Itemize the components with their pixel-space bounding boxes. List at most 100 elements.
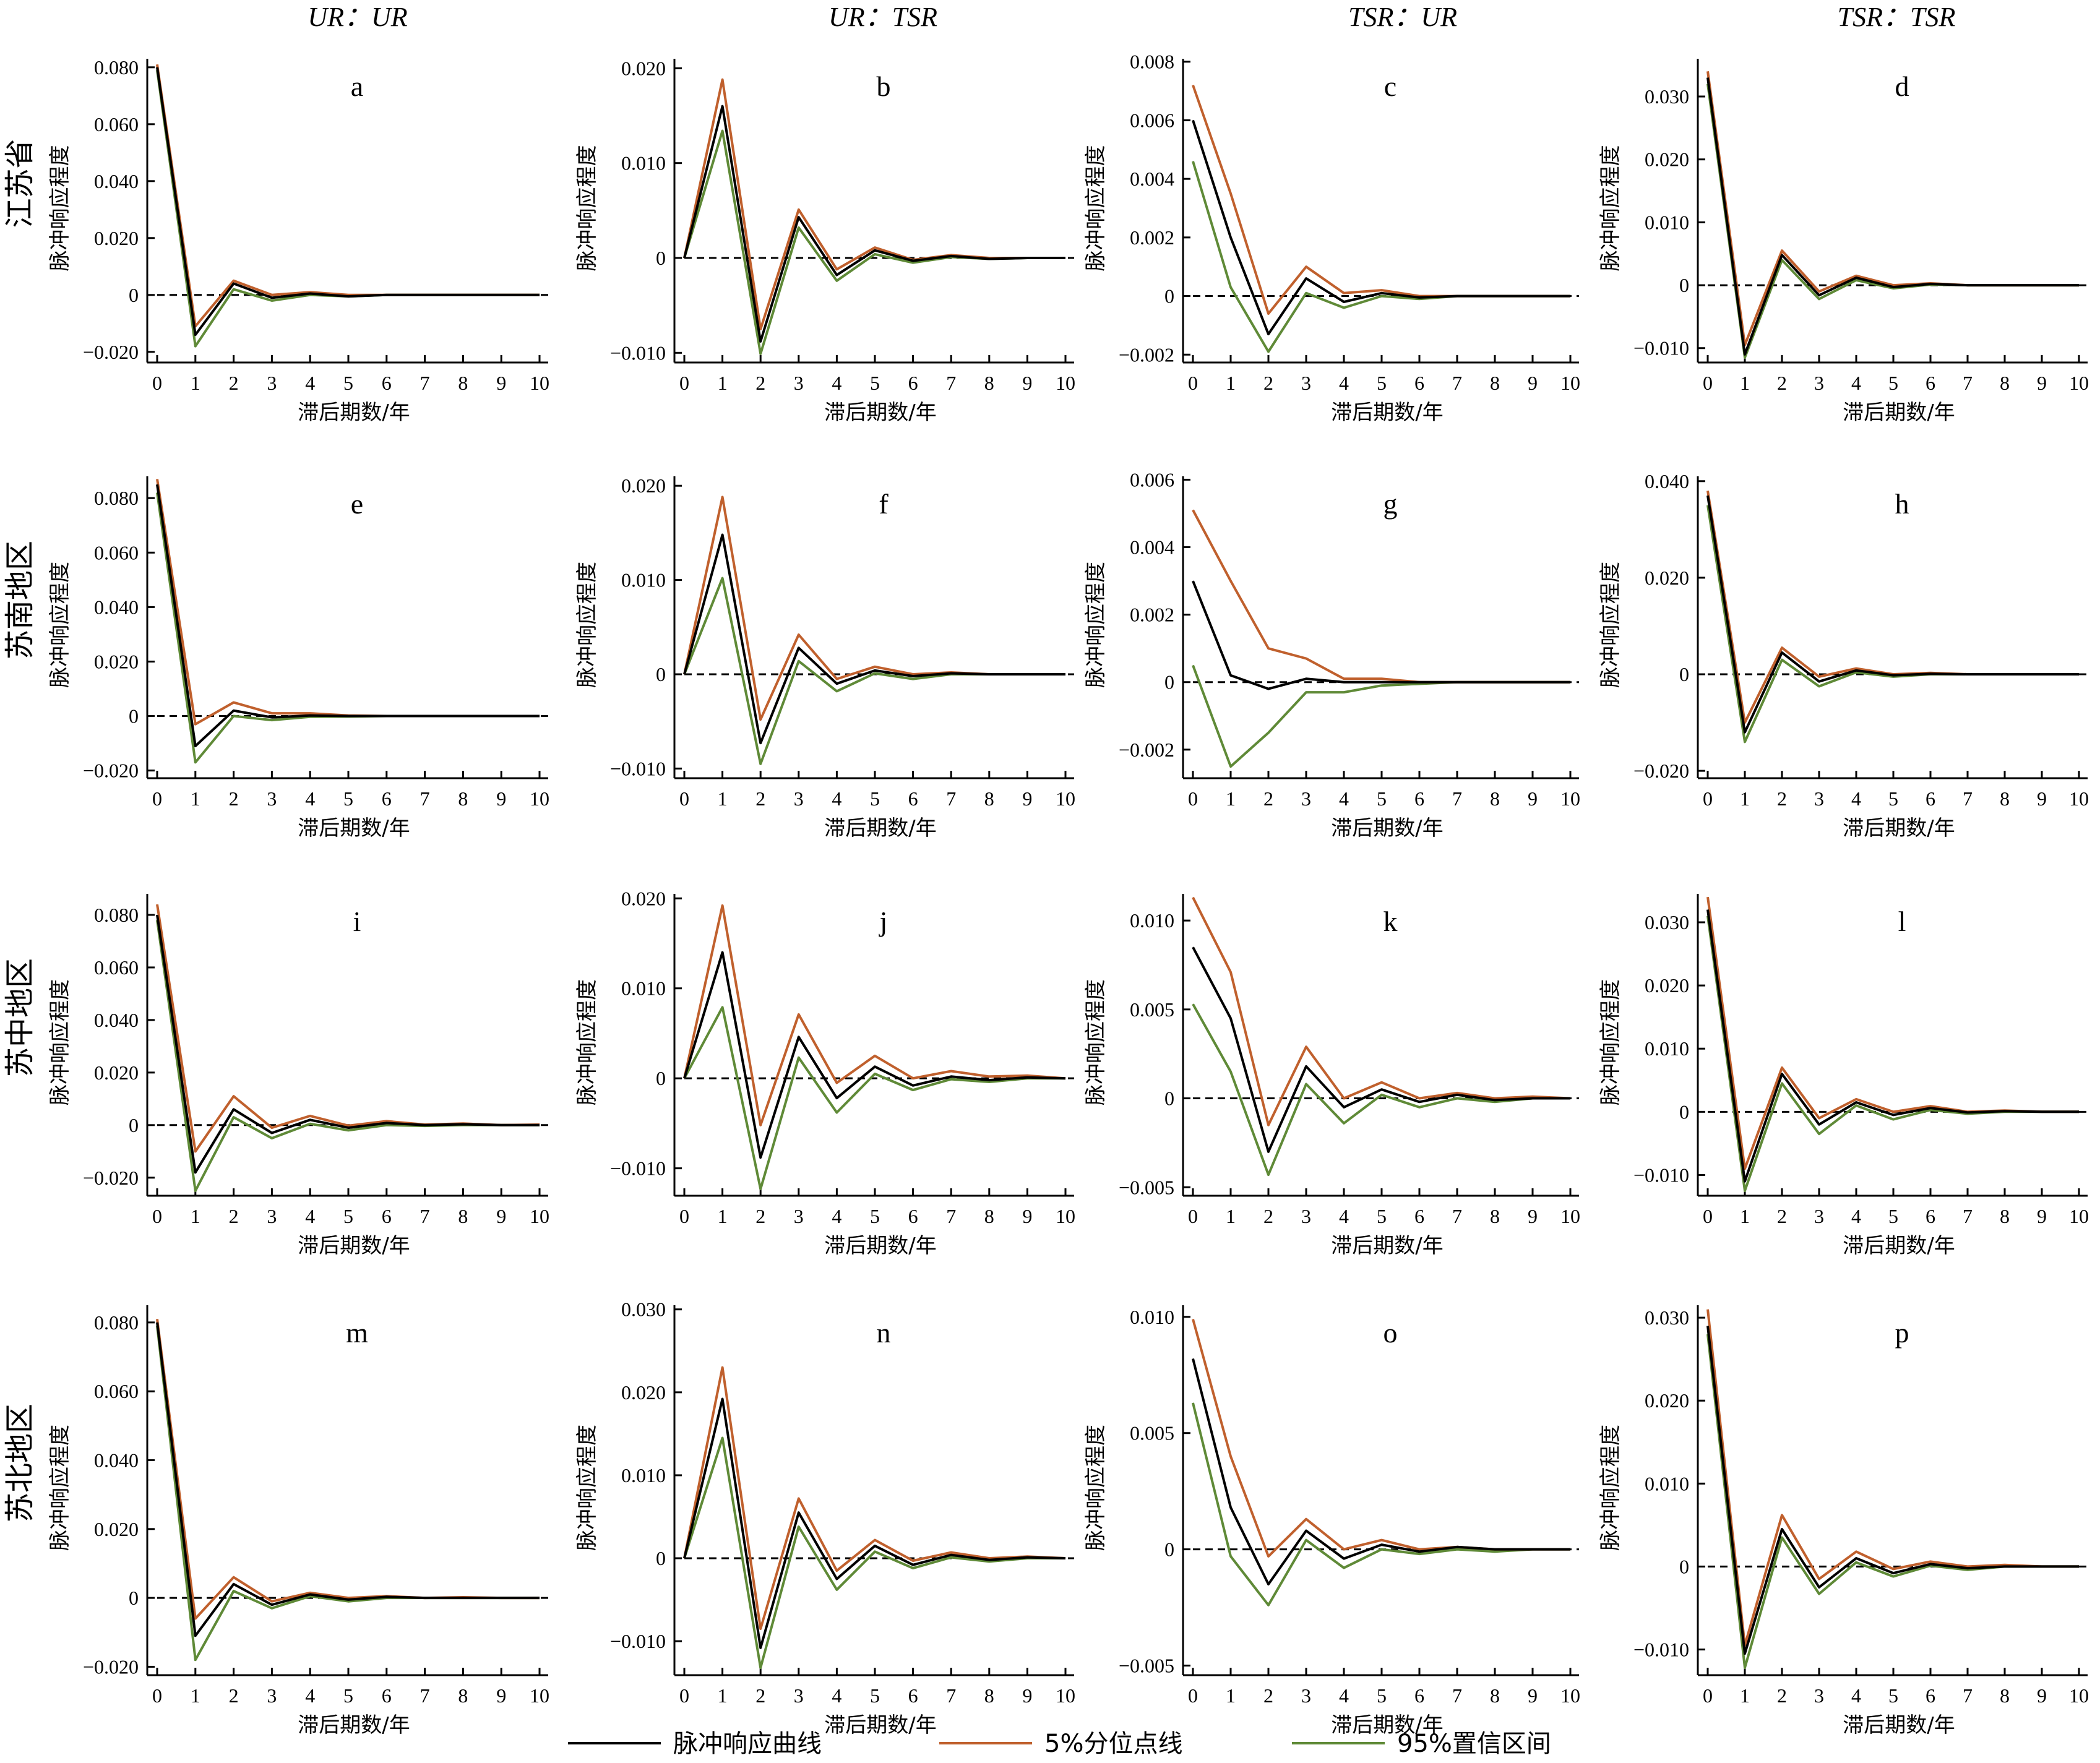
x-tick-label: 0 (1703, 1205, 1713, 1227)
y-tick-label: 0.020 (94, 1062, 139, 1084)
x-tick-label: 1 (1740, 787, 1750, 810)
series-line-lower-95pct (683, 1436, 1065, 1669)
x-tick-label: 4 (1851, 787, 1861, 810)
series-line-upper-5pct (683, 1366, 1066, 1630)
x-tick-label: 1 (1226, 1205, 1236, 1227)
x-tick-label: 0 (1703, 1684, 1713, 1707)
x-tick-label: 10 (530, 1205, 549, 1227)
x-tick-label: 2 (755, 1684, 765, 1707)
y-tick-label: 0.020 (621, 57, 666, 79)
x-tick-label: 6 (1414, 787, 1424, 810)
x-tick-label: 9 (1022, 1205, 1032, 1227)
x-tick-label: 5 (870, 1684, 880, 1707)
x-tick-label: 5 (1888, 787, 1898, 810)
y-tick-label: 0.020 (1645, 567, 1689, 589)
x-tick-label: 9 (1528, 372, 1538, 394)
y-tick-label: 0.060 (94, 541, 139, 564)
y-axis-title: 脉冲响应程度 (48, 562, 72, 688)
panel-c: −0.002 0 0.002 0.004 0.006 0.008 0 1 2 3 4 5 6 7 8 9 10 c… (1083, 51, 1580, 425)
x-tick-label: 2 (1263, 1205, 1273, 1227)
x-tick-label: 8 (984, 1205, 994, 1227)
panel-letter: l (1898, 906, 1906, 937)
series-line-response (1192, 946, 1570, 1153)
x-tick-label: 8 (1490, 787, 1500, 810)
y-tick-label: 0.020 (1645, 974, 1689, 997)
x-tick-label: 2 (1263, 1684, 1273, 1707)
x-tick-label: 9 (496, 1205, 506, 1227)
series-line-response (683, 1397, 1066, 1649)
x-tick-label: 8 (458, 1684, 468, 1707)
row-label: 苏北地区 (2, 1404, 37, 1522)
series-line-upper-5pct (683, 495, 1065, 721)
x-tick-label: 8 (1490, 1684, 1500, 1707)
panel-b: −0.010 0 0.010 0.020 0 1 2 3 4 5 6 7 8 9 10 b 滞后期数/年 脉冲响应… (575, 57, 1075, 425)
y-axis-title: 脉冲响应程度 (48, 1425, 72, 1551)
x-tick-label: 3 (267, 1205, 277, 1227)
series-line-upper-5pct (1192, 896, 1571, 1126)
panel-j: −0.010 0 0.010 0.020 0 1 2 3 4 5 6 7 8 9 10 j 滞后期数/年 脉冲响应… (575, 887, 1075, 1258)
x-tick-label: 3 (1814, 1684, 1824, 1707)
x-tick-label: 5 (870, 787, 880, 810)
y-tick-label: 0 (129, 705, 139, 727)
y-tick-label: 0 (129, 1114, 139, 1136)
x-tick-label: 10 (1560, 1684, 1580, 1707)
y-tick-label: 0 (656, 663, 666, 685)
y-axis-title: 脉冲响应程度 (1598, 1425, 1623, 1551)
x-tick-label: 6 (908, 787, 918, 810)
x-tick-label: 1 (718, 1205, 728, 1227)
y-axis-title: 脉冲响应程度 (48, 145, 72, 272)
panel-letter: p (1895, 1317, 1909, 1349)
panel-letter: a (351, 71, 363, 102)
x-tick-label: 2 (1777, 372, 1787, 394)
x-tick-label: 7 (1963, 787, 1973, 810)
x-tick-label: 7 (1452, 787, 1462, 810)
x-tick-label: 8 (458, 787, 468, 810)
series-line-upper-5pct (1192, 1318, 1570, 1558)
panel-letter: h (1895, 488, 1909, 520)
x-tick-label: 4 (1339, 787, 1349, 810)
x-axis-title: 滞后期数/年 (824, 400, 936, 425)
x-tick-label: 1 (191, 1684, 200, 1707)
x-tick-label: 7 (1963, 372, 1973, 394)
x-tick-label: 1 (1226, 787, 1236, 810)
series-line-upper-5pct (683, 904, 1066, 1126)
series-line-upper-5pct (1192, 84, 1570, 315)
x-axis-title: 滞后期数/年 (1843, 1233, 1955, 1258)
x-tick-label: 8 (984, 1684, 994, 1707)
x-tick-label: 9 (1022, 372, 1032, 394)
x-axis-title: 滞后期数/年 (1331, 816, 1443, 841)
x-tick-label: 10 (2069, 1205, 2089, 1227)
series-line-response (1706, 1326, 2079, 1655)
y-tick-label: 0.006 (1130, 109, 1174, 131)
x-tick-label: 8 (458, 1205, 468, 1227)
y-axis-title: 脉冲响应程度 (1598, 562, 1623, 688)
x-tick-label: 1 (1740, 1205, 1750, 1227)
x-tick-label: 3 (1301, 787, 1311, 810)
x-tick-label: 4 (832, 1684, 841, 1707)
x-tick-label: 8 (1490, 1205, 1500, 1227)
series-line-response (156, 484, 540, 747)
y-tick-label: 0.010 (621, 1464, 666, 1486)
y-tick-label: 0.010 (1645, 1472, 1689, 1495)
y-tick-label: 0.040 (94, 596, 139, 618)
y-tick-label: 0.080 (94, 904, 139, 926)
x-tick-label: 3 (1301, 372, 1311, 394)
x-tick-label: 0 (152, 1684, 162, 1707)
x-tick-label: 10 (1056, 1205, 1075, 1227)
y-axis-title: 脉冲响应程度 (575, 1425, 600, 1551)
x-tick-label: 7 (946, 787, 956, 810)
x-tick-label: 7 (1452, 1684, 1462, 1707)
panel-p: −0.010 0 0.010 0.020 0.030 0 1 2 3 4 5 6 7 8 9 10 p 滞后期数/… (1598, 1305, 2089, 1738)
x-tick-label: 6 (908, 1205, 918, 1227)
x-tick-label: 8 (984, 787, 994, 810)
y-tick-label: 0.005 (1130, 1422, 1174, 1444)
y-tick-label: 0.010 (621, 977, 666, 1000)
x-tick-label: 9 (2037, 1205, 2047, 1227)
x-axis-title: 滞后期数/年 (1843, 400, 1955, 425)
series-line-response (1706, 909, 2079, 1183)
x-tick-label: 5 (343, 787, 353, 810)
x-tick-label: 9 (1022, 1684, 1032, 1707)
series-line-upper-5pct (156, 904, 540, 1153)
x-tick-label: 1 (1226, 1684, 1236, 1707)
x-tick-label: 8 (2000, 372, 2010, 394)
